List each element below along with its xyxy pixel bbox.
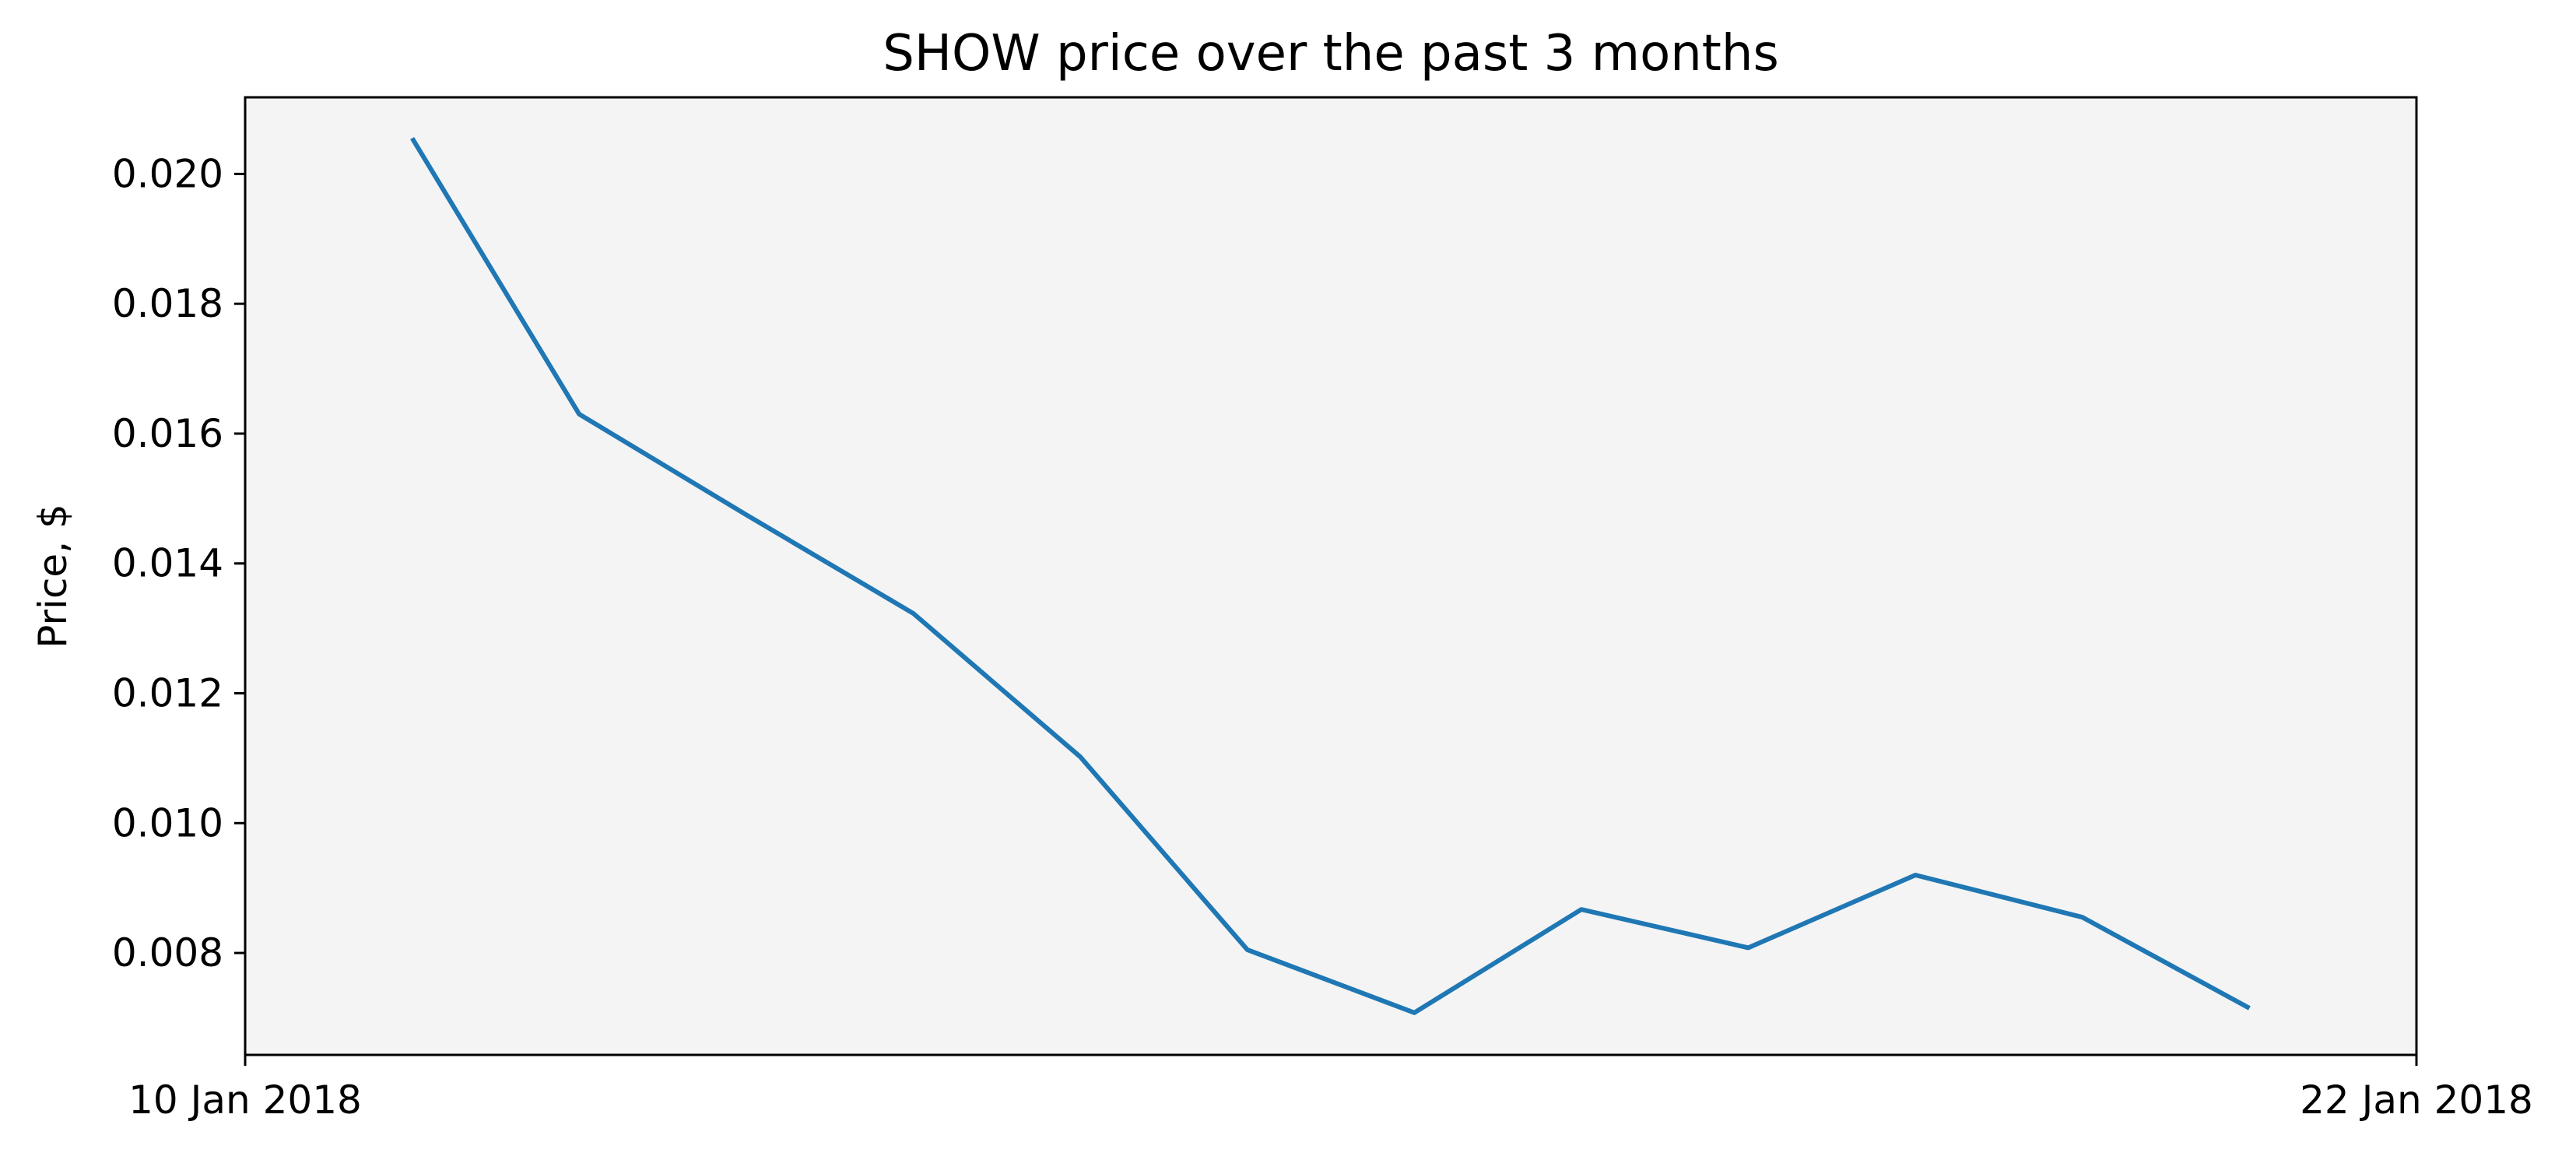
plot-area xyxy=(245,97,2416,1055)
y-tick-label: 0.020 xyxy=(112,151,223,196)
y-tick-label: 0.012 xyxy=(112,671,223,716)
y-tick-label: 0.010 xyxy=(112,800,223,845)
x-tick-label: 10 Jan 2018 xyxy=(128,1077,362,1123)
y-tick-label: 0.018 xyxy=(112,281,223,326)
y-tick-label: 0.014 xyxy=(112,541,223,586)
chart-title: SHOW price over the past 3 months xyxy=(883,25,1779,83)
series-line xyxy=(410,136,2251,1015)
y-tick-label: 0.008 xyxy=(112,930,223,975)
x-tick-label: 22 Jan 2018 xyxy=(2300,1077,2533,1123)
y-tick-label: 0.016 xyxy=(112,411,223,456)
plot-frame xyxy=(244,96,2418,1056)
y-axis-label: Price, $ xyxy=(30,504,75,649)
